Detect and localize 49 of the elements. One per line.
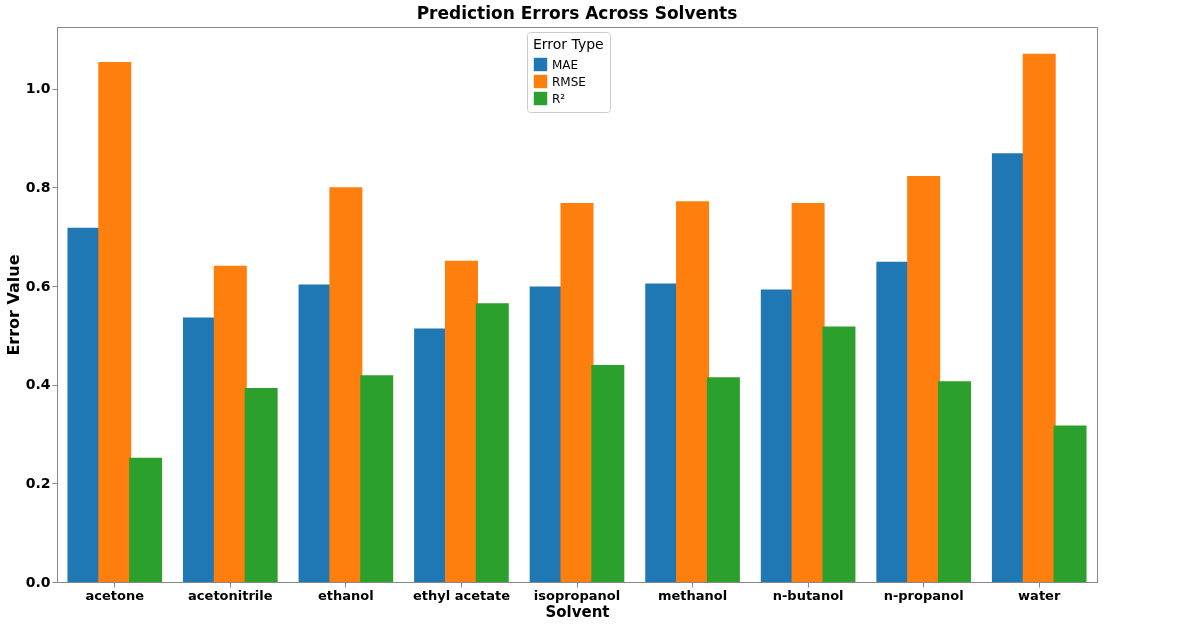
bar — [876, 261, 910, 582]
legend-label: R² — [552, 91, 566, 106]
bar — [1022, 53, 1056, 582]
bar — [937, 381, 971, 582]
bar — [183, 317, 217, 582]
x-tick-label: n-propanol — [883, 587, 964, 603]
bar — [991, 153, 1025, 582]
bar — [1053, 425, 1087, 582]
legend-title: Error Type — [533, 36, 604, 52]
x-tick-label: ethanol — [318, 587, 374, 603]
x-tick-label: water — [1018, 587, 1061, 603]
bar — [676, 201, 710, 582]
x-tick-label: methanol — [657, 587, 728, 603]
x-tick-label: acetonitrile — [188, 587, 273, 603]
bar — [645, 283, 679, 582]
x-tick-label: isopropanol — [533, 587, 621, 603]
bar — [414, 328, 448, 582]
bar — [67, 227, 101, 582]
bar — [244, 388, 278, 582]
bar — [129, 457, 163, 582]
legend-label: RMSE — [552, 74, 586, 89]
x-tick-label: ethyl acetate — [412, 587, 511, 603]
bar — [591, 364, 625, 582]
bar — [706, 377, 740, 582]
bar — [822, 326, 856, 582]
bar — [760, 289, 794, 582]
legend-label: MAE — [552, 57, 579, 72]
x-axis-title: Solvent — [545, 602, 610, 621]
y-tick-label: 0.0 — [25, 573, 51, 590]
y-tick-label: 0.6 — [25, 277, 51, 294]
y-tick-label: 1.0 — [25, 80, 51, 97]
bar — [791, 203, 825, 582]
bar — [560, 203, 594, 582]
chart-title: Prediction Errors Across Solvents — [416, 3, 738, 23]
bar — [529, 286, 563, 582]
bar — [907, 175, 941, 582]
bar — [98, 62, 132, 582]
bar — [475, 303, 509, 582]
x-tick-label: n-butanol — [772, 587, 844, 603]
y-tick-label: 0.2 — [25, 474, 51, 491]
y-axis-title: Error Value — [3, 254, 23, 356]
y-tick-label: 0.8 — [25, 178, 51, 195]
bar — [360, 375, 394, 582]
bar — [213, 265, 247, 582]
y-tick-label: 0.4 — [25, 376, 51, 393]
x-tick-label: acetone — [85, 587, 145, 603]
bar — [329, 187, 363, 582]
bar — [298, 284, 332, 582]
bar — [444, 260, 478, 582]
